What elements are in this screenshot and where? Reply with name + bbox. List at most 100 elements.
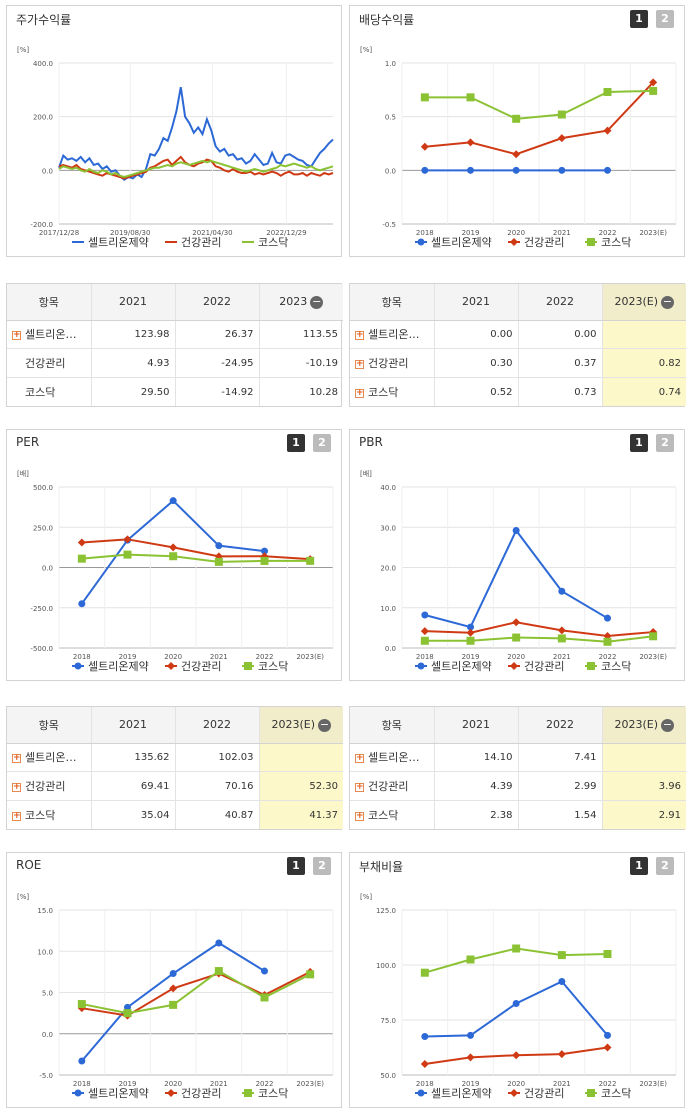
data-point (420, 142, 429, 151)
y-tick-label: 250.0 (33, 524, 53, 532)
x-tick-label: 2023(E) (639, 653, 667, 661)
collapse-column-icon[interactable]: − (310, 294, 324, 309)
x-tick-label: 2019 (462, 1080, 480, 1088)
table-row: + 건강관리 69.41 70.16 52.30 (7, 771, 343, 801)
x-tick-label: 2018 (73, 653, 91, 661)
page-1-button[interactable]: 1 (630, 10, 648, 28)
table-cell: 123.98 (90, 319, 175, 349)
series-line (81, 499, 265, 605)
expand-row-icon[interactable]: + (355, 810, 364, 821)
collapse-column-icon[interactable]: − (661, 717, 675, 732)
expand-row-icon[interactable]: + (355, 781, 364, 792)
legend-label: 코스닥 (601, 660, 631, 673)
expand-row-icon[interactable]: + (12, 781, 21, 792)
expand-row-icon[interactable]: + (355, 329, 364, 340)
x-tick-label: 2021 (553, 1080, 571, 1088)
expand-row-icon[interactable]: + (12, 329, 21, 340)
x-tick-label: 2021 (553, 229, 571, 237)
page-1-button[interactable]: 1 (630, 857, 648, 875)
legend-label: 건강관리 (181, 660, 221, 673)
legend-marker (510, 238, 518, 246)
page-2-button[interactable]: 2 (656, 857, 674, 875)
row-label: + 코스닥 (7, 800, 91, 829)
data-point (604, 1031, 611, 1039)
data-point (649, 632, 658, 641)
table-header: 항목 (350, 707, 434, 744)
x-tick-label: 2023(E) (296, 653, 324, 661)
table-header: 항목 (350, 284, 434, 321)
data-point (557, 951, 566, 960)
legend-marker (417, 1089, 425, 1097)
data-point (649, 78, 658, 87)
collapse-column-icon[interactable]: − (661, 294, 675, 309)
data-point (124, 1003, 131, 1011)
expand-row-icon[interactable]: + (12, 810, 21, 821)
expand-row-icon[interactable]: + (355, 752, 364, 763)
page-2-button[interactable]: 2 (656, 10, 674, 28)
x-tick-label: 2023(E) (639, 1080, 667, 1088)
expand-row-icon[interactable]: + (355, 358, 364, 369)
page-2-button[interactable]: 2 (313, 434, 331, 452)
data-point (512, 150, 521, 159)
chart-panel-pbr: PBR 1 2 [배] 40.0 30.0 20.0 10.0 0.0 2018 2019 20… (349, 429, 685, 681)
table-cell: 0.74 (601, 377, 686, 406)
data-point (603, 1043, 612, 1052)
data-table: 항목 2021 2022 2023(E) − + 셀트리온… 135.62 102.03 + 건강관… (7, 707, 343, 829)
x-tick-label: 2020 (507, 653, 525, 661)
data-point (214, 552, 223, 561)
table-cell: 0.30 (433, 348, 518, 378)
data-point (558, 587, 566, 595)
data-point (466, 955, 475, 964)
page-2-button[interactable]: 2 (313, 857, 331, 875)
panel-title: ROE (16, 858, 42, 872)
page-1-button[interactable]: 1 (630, 434, 648, 452)
table-cell: -10.19 (258, 348, 343, 378)
table-cell: 10.28 (258, 377, 343, 406)
data-point (420, 968, 429, 977)
unit-label: [%] (360, 893, 372, 901)
data-point (420, 627, 429, 636)
expand-row-icon[interactable]: + (355, 387, 364, 398)
y-tick-label: -250.0 (30, 605, 53, 613)
y-tick-label: 50.0 (380, 1072, 396, 1080)
table-cell (601, 742, 686, 772)
table-dividend: 항목 2021 2022 2023(E) − + 셀트리온… 0.00 0.00 + 건강관리 0.3… (349, 283, 686, 407)
chart-roe: [%] 15.0 10.0 5.0 0.0 -5.0 2018 2019 2020 2021 202… (17, 893, 334, 1100)
x-tick-label: 2018 (416, 653, 434, 661)
table-cell: 4.39 (433, 771, 518, 801)
x-tick-label: 2021 (553, 653, 571, 661)
data-point (604, 614, 611, 622)
page-1-button[interactable]: 1 (287, 857, 305, 875)
data-point (420, 93, 429, 102)
collapse-column-icon[interactable]: − (318, 717, 332, 732)
series-line (424, 980, 609, 1038)
data-point (215, 542, 223, 550)
page-1-button[interactable]: 1 (287, 434, 305, 452)
table-cell: 70.16 (174, 771, 259, 801)
data-point (260, 556, 269, 565)
data-point (123, 535, 132, 544)
y-tick-label: 100.0 (376, 962, 396, 970)
legend-marker (74, 662, 82, 670)
table-header: 항목 (7, 284, 91, 321)
data-point (77, 554, 86, 563)
data-point (77, 1000, 86, 1009)
expand-row-icon[interactable]: + (12, 752, 21, 763)
table-cell: 3.96 (601, 771, 686, 801)
data-point (214, 557, 223, 566)
x-tick-label: 2020 (507, 229, 525, 237)
series-line (58, 155, 334, 180)
data-table: 항목 2021 2022 2023(E) − + 셀트리온… 14.10 7.41 + 건강관리 4.… (350, 707, 686, 829)
x-tick-label: 2019 (462, 653, 480, 661)
y-tick-label: 10.0 (37, 948, 53, 956)
table-row: + 셀트리온… 123.98 26.37 113.55 (7, 319, 343, 349)
table-row: + 셀트리온… 0.00 0.00 (350, 319, 686, 349)
y-tick-label: 30.0 (380, 524, 396, 532)
page-2-button[interactable]: 2 (656, 434, 674, 452)
x-tick-label: 2020 (164, 1080, 182, 1088)
legend-marker (167, 1089, 175, 1097)
x-tick-label: 2022 (599, 653, 617, 661)
series-line (424, 89, 654, 120)
table-cell: 0.52 (433, 377, 518, 406)
table-cell: 113.55 (258, 319, 343, 349)
